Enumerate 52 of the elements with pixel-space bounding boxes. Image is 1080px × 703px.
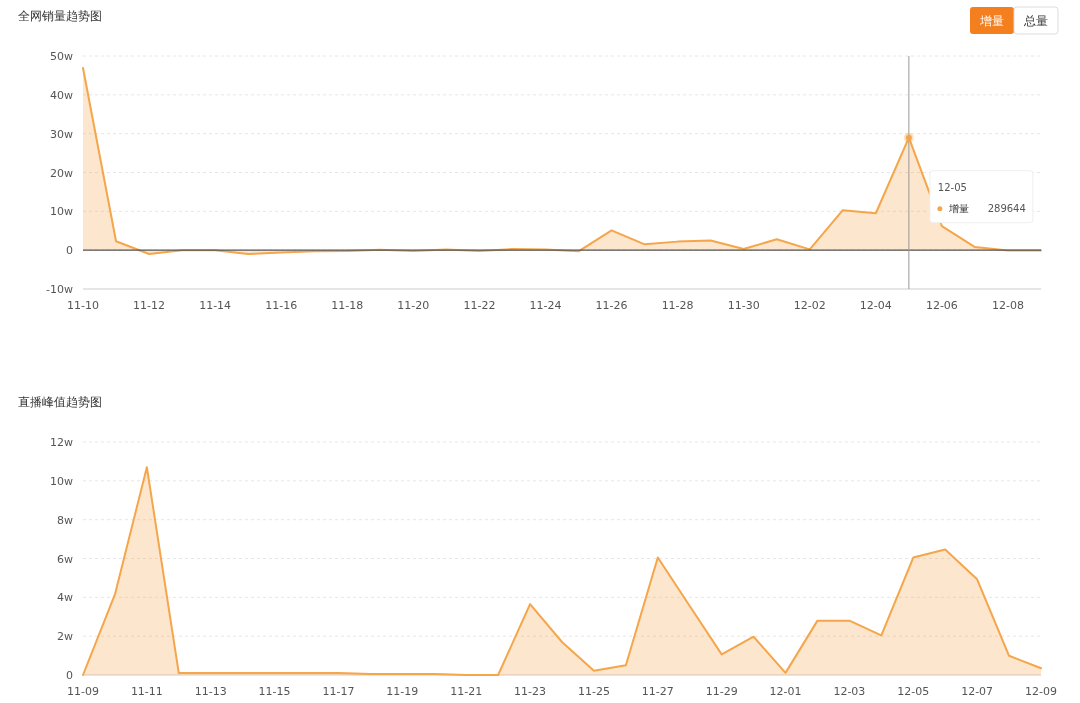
y-tick-label: 40w bbox=[50, 88, 73, 102]
x-tick-label: 11-16 bbox=[265, 299, 298, 312]
y-tick-label: 4w bbox=[57, 591, 73, 605]
annotation: 12-05 bbox=[937, 181, 967, 193]
x-tick-label: 12-01 bbox=[769, 685, 802, 698]
x-tick-label: 11-27 bbox=[641, 685, 674, 698]
y-tick-label: 0 bbox=[66, 669, 73, 682]
y-tick-label: 12w bbox=[50, 436, 73, 449]
x-tick-label: 11-09 bbox=[67, 685, 99, 698]
x-tick-label: 12-07 bbox=[961, 685, 994, 698]
x-tick-label: 11-30 bbox=[727, 299, 760, 312]
x-tick-label: 11-13 bbox=[194, 685, 227, 698]
text: 增量 bbox=[979, 14, 1004, 28]
x-tick-label: 12-02 bbox=[793, 299, 826, 312]
x-tick-label: 11-24 bbox=[529, 299, 562, 312]
x-tick-label: 11-14 bbox=[199, 299, 232, 312]
x-tick-label: 11-29 bbox=[705, 685, 738, 698]
y-tick-label: 2w bbox=[57, 630, 73, 644]
y-tick-label: 20w bbox=[50, 166, 73, 180]
x-tick-label: 11-12 bbox=[133, 299, 166, 312]
x-tick-label: 12-08 bbox=[991, 299, 1024, 312]
x-tick-label: 11-19 bbox=[386, 685, 419, 698]
x-tick-label: 11-11 bbox=[130, 685, 163, 698]
x-tick-label: 11-18 bbox=[331, 299, 364, 312]
x-tick-label: 11-26 bbox=[595, 299, 628, 312]
x-tick-label: 11-23 bbox=[514, 685, 547, 698]
x-tick-label: 11-17 bbox=[322, 685, 355, 698]
chart-title: 直播峰值趋势图 bbox=[18, 395, 102, 409]
y-tick-label: -10w bbox=[46, 283, 73, 296]
x-tick-label: 11-10 bbox=[67, 299, 99, 312]
text: 总量 bbox=[1023, 14, 1048, 28]
annotation: 289644 bbox=[987, 202, 1026, 214]
y-tick-label: 50w bbox=[50, 50, 73, 63]
x-tick-label: 11-25 bbox=[577, 685, 610, 698]
y-tick-label: 8w bbox=[57, 513, 73, 527]
x-tick-label: 11-22 bbox=[463, 299, 496, 312]
x-tick-label: 11-20 bbox=[397, 299, 430, 312]
x-tick-label: 12-04 bbox=[859, 299, 892, 312]
x-tick-label: 12-06 bbox=[925, 299, 958, 312]
x-tick-label: 12-05 bbox=[897, 685, 930, 698]
x-tick-label: 11-28 bbox=[661, 299, 694, 312]
series-label: 增量 bbox=[947, 202, 969, 214]
y-tick-label: 0 bbox=[66, 244, 73, 258]
x-tick-label: 11-15 bbox=[258, 685, 291, 698]
y-tick-label: 10w bbox=[50, 205, 73, 219]
x-tick-label: 12-03 bbox=[833, 685, 866, 698]
x-tick-label: 12-09 bbox=[1025, 685, 1057, 698]
chart-title: 全网销量趋势图 bbox=[18, 9, 102, 23]
y-tick-label: 30w bbox=[50, 127, 73, 141]
x-tick-label: 11-21 bbox=[450, 685, 483, 698]
y-tick-label: 6w bbox=[57, 552, 73, 566]
y-tick-label: 10w bbox=[50, 474, 73, 488]
